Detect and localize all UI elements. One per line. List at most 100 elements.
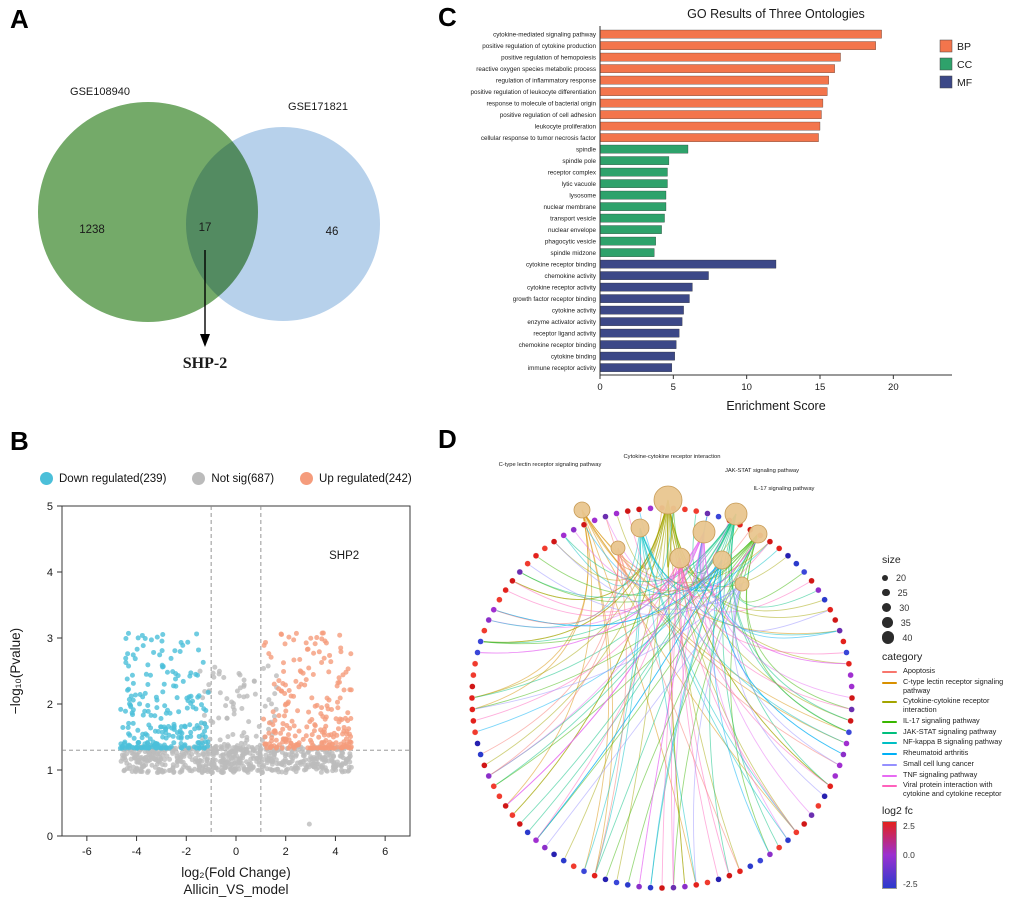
svg-text:Cytokine-cytokine receptor int: Cytokine-cytokine receptor interaction xyxy=(624,454,721,460)
venn-left-count: 1238 xyxy=(79,224,105,236)
svg-text:JAK-STAT signaling pathway: JAK-STAT signaling pathway xyxy=(725,468,799,474)
category-legend-title: category xyxy=(882,651,923,663)
panel-label-d: D xyxy=(438,424,457,454)
log2fc-legend-title: log2 fc xyxy=(882,804,913,817)
svg-text:reactive oxygen species metabo: reactive oxygen species metabolic proces… xyxy=(476,66,596,73)
svg-text:lytic vacuole: lytic vacuole xyxy=(562,181,597,188)
network-panel: C-type lectin receptor signaling pathway… xyxy=(430,430,1020,922)
svg-text:10: 10 xyxy=(741,382,752,393)
svg-text:transport vesicle: transport vesicle xyxy=(550,216,596,223)
svg-text:lysosome: lysosome xyxy=(569,193,596,200)
svg-text:2: 2 xyxy=(283,846,289,858)
network-legend: size 20 25 30 35 40 category Apoptosis C-type… xyxy=(882,548,1020,889)
svg-text:6: 6 xyxy=(382,846,388,858)
svg-text:positive regulation of leukocy: positive regulation of leukocyte differe… xyxy=(470,89,596,96)
svg-text:phagocytic vesicle: phagocytic vesicle xyxy=(545,239,597,246)
svg-text:spindle: spindle xyxy=(576,147,596,154)
svg-text:regulation of inflammatory res: regulation of inflammatory response xyxy=(496,78,597,85)
svg-text:4: 4 xyxy=(47,567,53,579)
svg-text:nuclear envelope: nuclear envelope xyxy=(548,227,596,234)
svg-text:spindle midzone: spindle midzone xyxy=(550,250,596,257)
legend-item-up: Up regulated(242) xyxy=(300,472,412,485)
svg-text:3: 3 xyxy=(47,633,53,645)
svg-text:cytokine receptor binding: cytokine receptor binding xyxy=(526,262,597,269)
svg-text:MF: MF xyxy=(957,77,972,89)
svg-text:20: 20 xyxy=(888,382,899,393)
svg-text:-4: -4 xyxy=(132,846,142,858)
volcano-panel: Down regulated(239) Not sig(687) Up regu… xyxy=(6,432,430,920)
go-title: GO Results of Three Ontologies xyxy=(687,7,865,21)
venn-right-label: GSE171821 xyxy=(288,101,348,113)
volcano-xlabel: log₂(Fold Change) xyxy=(181,865,291,880)
notsig-dot-icon xyxy=(192,472,206,485)
panel-label-c: C xyxy=(438,2,457,32)
svg-text:IL-17 signaling pathway: IL-17 signaling pathway xyxy=(754,486,815,492)
network-plot: C-type lectin receptor signaling pathway… xyxy=(468,454,856,892)
shp2-annotation: SHP2 xyxy=(329,550,359,562)
svg-text:immune receptor activity: immune receptor activity xyxy=(528,365,597,372)
panel-label-a: A xyxy=(10,4,29,34)
up-dot-icon xyxy=(300,472,314,485)
legend-down-label: Down regulated(239) xyxy=(59,472,167,485)
svg-text:cellular response to tumor nec: cellular response to tumor necrosis fact… xyxy=(481,135,596,142)
log2fc-tick-labels: 2.5 0.0 -2.5 xyxy=(903,820,918,889)
volcano-legend: Down regulated(239) Not sig(687) Up regu… xyxy=(40,472,412,485)
volcano-ylabel: −log₁₀(Pvalue) xyxy=(8,628,23,714)
legend-item-notsig: Not sig(687) xyxy=(192,472,274,485)
go-xlabel: Enrichment Score xyxy=(726,399,825,413)
size-legend-title: size xyxy=(882,554,901,566)
svg-text:4: 4 xyxy=(332,846,338,858)
volcano-plot: -6 -4 -2 0 2 4 6 0 1 2 3 4 5 SHP2 −log₁₀(Pvalue) log₂… xyxy=(8,501,411,897)
svg-text:response to molecule of bacter: response to molecule of bacterial origin xyxy=(486,101,596,108)
venn-callout-text: SHP-2 xyxy=(183,355,227,372)
svg-text:nuclear membrane: nuclear membrane xyxy=(544,204,597,211)
down-dot-icon xyxy=(40,472,53,485)
svg-text:BP: BP xyxy=(957,41,971,53)
svg-text:growth factor receptor binding: growth factor receptor binding xyxy=(513,296,597,303)
svg-text:cytokine activity: cytokine activity xyxy=(552,308,597,315)
svg-text:1: 1 xyxy=(47,765,53,777)
svg-text:cytokine binding: cytokine binding xyxy=(551,354,597,361)
svg-text:chemokine activity: chemokine activity xyxy=(545,273,597,280)
svg-text:15: 15 xyxy=(815,382,826,393)
legend-up-label: Up regulated(242) xyxy=(319,472,412,485)
log2fc-gradient-bar xyxy=(882,820,897,889)
svg-text:positive regulation of cell ad: positive regulation of cell adhesion xyxy=(500,112,597,119)
svg-text:2: 2 xyxy=(47,699,53,711)
svg-text:positive regulation of cytokin: positive regulation of cytokine producti… xyxy=(482,43,596,50)
svg-text:0: 0 xyxy=(233,846,239,858)
svg-text:cytokine-mediated signaling pa: cytokine-mediated signaling pathway xyxy=(493,32,597,39)
svg-text:CC: CC xyxy=(957,59,973,71)
svg-text:positive regulation of hemopoi: positive regulation of hemopoiesis xyxy=(501,55,596,62)
svg-text:leukocyte proliferation: leukocyte proliferation xyxy=(535,124,597,131)
svg-text:-6: -6 xyxy=(82,846,92,858)
panel-label-b: B xyxy=(10,426,29,456)
go-bar-panel: GO Results of Three Ontologies cytokine-… xyxy=(432,0,1020,430)
svg-text:receptor ligand activity: receptor ligand activity xyxy=(533,331,597,338)
venn-panel: GSE108940 GSE171821 1238 17 46 SHP-2 xyxy=(0,0,430,430)
svg-text:5: 5 xyxy=(47,501,53,513)
svg-text:receptor complex: receptor complex xyxy=(548,170,597,177)
go-bar-chart: GO Results of Three Ontologies cytokine-… xyxy=(470,7,973,413)
svg-text:5: 5 xyxy=(671,382,676,393)
legend-item-down: Down regulated(239) xyxy=(40,472,166,485)
svg-text:spindle pole: spindle pole xyxy=(562,158,596,165)
venn-left-label: GSE108940 xyxy=(70,86,130,98)
svg-text:-2: -2 xyxy=(181,846,191,858)
svg-text:0: 0 xyxy=(597,382,602,393)
venn-diagram: GSE108940 GSE171821 1238 17 46 SHP-2 xyxy=(38,86,380,372)
volcano-xlabel-line2: Allicin_VS_model xyxy=(183,882,288,897)
venn-circle-right xyxy=(186,127,380,321)
svg-text:chemokine receptor binding: chemokine receptor binding xyxy=(519,342,597,349)
category-legend-rows: Apoptosis C-type lectin receptor signalin… xyxy=(882,666,1020,799)
log2fc-gradient-block: 2.5 0.0 -2.5 xyxy=(882,820,1020,889)
svg-text:enzyme activator activity: enzyme activator activity xyxy=(527,319,596,326)
venn-overlap-count: 17 xyxy=(199,222,212,234)
venn-right-count: 46 xyxy=(326,226,339,238)
svg-text:C-type lectin receptor signali: C-type lectin receptor signaling pathway xyxy=(499,462,602,468)
legend-notsig-label: Not sig(687) xyxy=(211,472,275,485)
size-legend-rows: 20 25 30 35 40 xyxy=(882,570,1020,645)
svg-text:0: 0 xyxy=(47,831,53,843)
svg-text:cytokine receptor activity: cytokine receptor activity xyxy=(527,285,597,292)
venn-arrow-head xyxy=(200,334,210,347)
